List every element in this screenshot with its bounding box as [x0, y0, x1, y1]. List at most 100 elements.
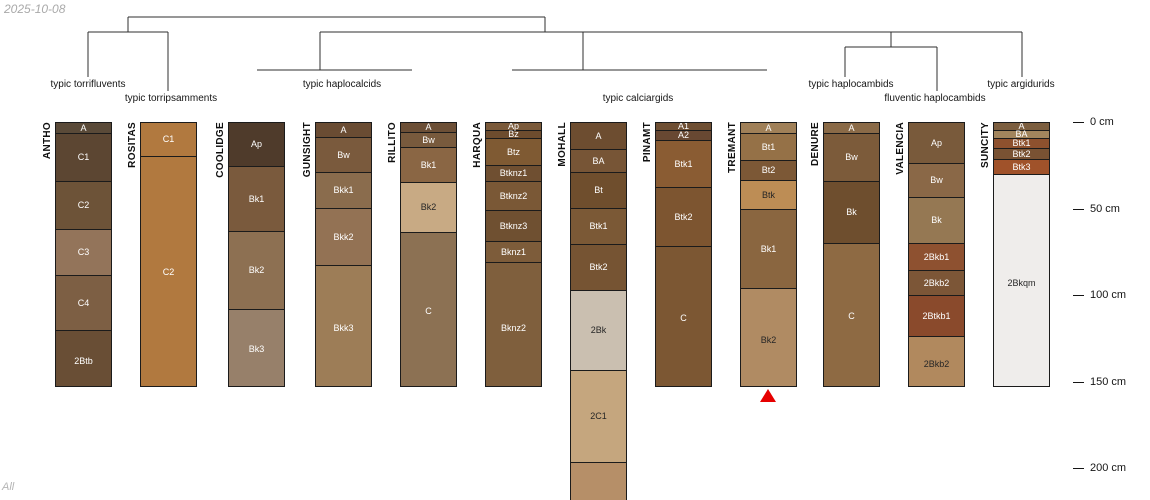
horizon-label: C2 [141, 156, 196, 386]
horizon-label: 2Bkb2 [909, 336, 964, 386]
depth-tick-label: 150 cm [1090, 376, 1127, 388]
horizon-label: Ap [229, 123, 284, 166]
horizon-label: Btk1 [571, 208, 626, 244]
profile-column-antho: A C1 C2 C3 C4 2Btb [55, 122, 112, 387]
depth-tick-label: 200 cm [1090, 462, 1127, 474]
profile-name: HARQUA [472, 122, 483, 168]
date-label: 2025-10-08 [4, 2, 66, 16]
horizon-label: Bk1 [401, 147, 456, 182]
horizon-label [571, 462, 626, 500]
horizon-label: Btk1 [656, 140, 711, 187]
depth-tick-label: 100 cm [1090, 289, 1127, 301]
profile-name: ROSITAS [127, 122, 138, 168]
horizon-label: 2Btkb1 [909, 295, 964, 336]
horizon-label: Bt [571, 172, 626, 208]
horizon-label: 2Btb [56, 330, 111, 386]
horizon-label: 2Bk [571, 290, 626, 370]
horizon-label: 2Bkb1 [909, 243, 964, 270]
horizon-label: C [656, 246, 711, 386]
horizon-label: Ap [909, 123, 964, 163]
horizon-label: C4 [56, 275, 111, 330]
horizon-label: A2 [656, 130, 711, 140]
footer-label: All [2, 481, 15, 493]
taxon-label: typic argidurids [987, 79, 1055, 90]
depth-tick [1073, 122, 1084, 123]
depth-tick-label: 50 cm [1090, 203, 1120, 215]
depth-tick [1073, 382, 1084, 383]
horizon-label: A [401, 123, 456, 132]
depth-tick [1073, 295, 1084, 296]
taxon-label: typic torripsamments [124, 93, 218, 104]
horizon-label: Btknz3 [486, 210, 541, 241]
horizon-label: Bt1 [741, 133, 796, 160]
horizon-label: Bk2 [401, 182, 456, 232]
profile-name: VALENCIA [895, 122, 906, 175]
horizon-label: Bk [824, 181, 879, 243]
horizon-label: 2Bkqm [994, 174, 1049, 386]
horizon-label: Bknz1 [486, 241, 541, 262]
dendrogram [87, 16, 1023, 91]
profile-name: PINAMT [642, 122, 653, 163]
horizon-label: Btz [486, 138, 541, 165]
horizon-label: C [401, 232, 456, 386]
horizon-label: Btk2 [656, 187, 711, 246]
horizon-label: Bk3 [229, 309, 284, 386]
profile-column-gunsight: A Bw Bkk1 Bkk2 Bkk3 [315, 122, 372, 387]
taxon-label: typic haplocambids [808, 79, 894, 90]
horizon-label: Bkk1 [316, 172, 371, 208]
horizon-label: Bw [401, 132, 456, 147]
horizon-label: Btk2 [571, 244, 626, 290]
taxon-label: fluventic haplocambids [884, 93, 986, 104]
horizon-label: BA [571, 149, 626, 172]
profile-name: TREMANT [727, 122, 738, 173]
profile-column-coolidge: Ap Bk1 Bk2 Bk3 [228, 122, 285, 387]
horizon-label: A [741, 123, 796, 133]
horizon-label: Bkk2 [316, 208, 371, 265]
profile-column-pinamt: A1 A2 Btk1 Btk2 C [655, 122, 712, 387]
horizon-label: A [56, 123, 111, 133]
horizon-label: Btknz1 [486, 165, 541, 181]
horizon-label: A [994, 123, 1049, 131]
horizon-label: Ap [486, 123, 541, 131]
horizon-label: Bw [824, 133, 879, 181]
taxon-label: typic calciargids [602, 93, 674, 104]
horizon-label: Bk [909, 197, 964, 243]
horizon-label: Bw [316, 137, 371, 172]
profile-name: RILLITO [387, 122, 398, 163]
taxon-label: typic torrifluvents [50, 79, 126, 90]
profile-name: DENURE [810, 122, 821, 167]
profile-name: SUNCITY [980, 122, 991, 168]
horizon-label: Bk2 [741, 288, 796, 386]
horizon-label: BA [994, 130, 1049, 139]
profile-name: GUNSIGHT [302, 122, 313, 178]
horizon-label: C3 [56, 229, 111, 275]
horizon-label: C2 [56, 181, 111, 229]
horizon-label: Btk1 [994, 138, 1049, 148]
horizon-label: Btk2 [994, 148, 1049, 159]
horizon-label: C1 [56, 133, 111, 181]
horizon-label: A1 [656, 123, 711, 131]
profile-name: COOLIDGE [215, 122, 226, 178]
profile-column-harqua: Ap Bz Btz Btknz1 Btknz2 Btknz3 Bknz1 Bknz2 [485, 122, 542, 387]
horizon-label: Bk2 [229, 231, 284, 309]
horizon-label: Btk [741, 180, 796, 209]
horizon-label: C [824, 243, 879, 386]
profile-column-mohall: A BA Bt Btk1 Btk2 2Bk 2C1 [570, 122, 627, 500]
profile-column-tremant: A Bt1 Bt2 Btk Bk1 Bk2 [740, 122, 797, 387]
horizon-label: C1 [141, 123, 196, 156]
depth-tick [1073, 468, 1084, 469]
horizon-label: Btknz2 [486, 181, 541, 210]
horizon-label: 2C1 [571, 370, 626, 462]
horizon-label: Bk1 [741, 209, 796, 288]
horizon-label: 2Bkb2 [909, 270, 964, 295]
profile-column-rositas: C1 C2 [140, 122, 197, 387]
horizon-label: A [316, 123, 371, 137]
profile-name: MOHALL [557, 122, 568, 167]
depth-tick [1073, 209, 1084, 210]
profile-column-rillito: A Bw Bk1 Bk2 C [400, 122, 457, 387]
horizon-label: A [824, 123, 879, 133]
horizon-label: Bknz2 [486, 262, 541, 386]
marker-triangle [759, 389, 776, 402]
profile-column-suncity: A BA Btk1 Btk2 Btk3 2Bkqm [993, 122, 1050, 387]
horizon-label: A [571, 123, 626, 149]
